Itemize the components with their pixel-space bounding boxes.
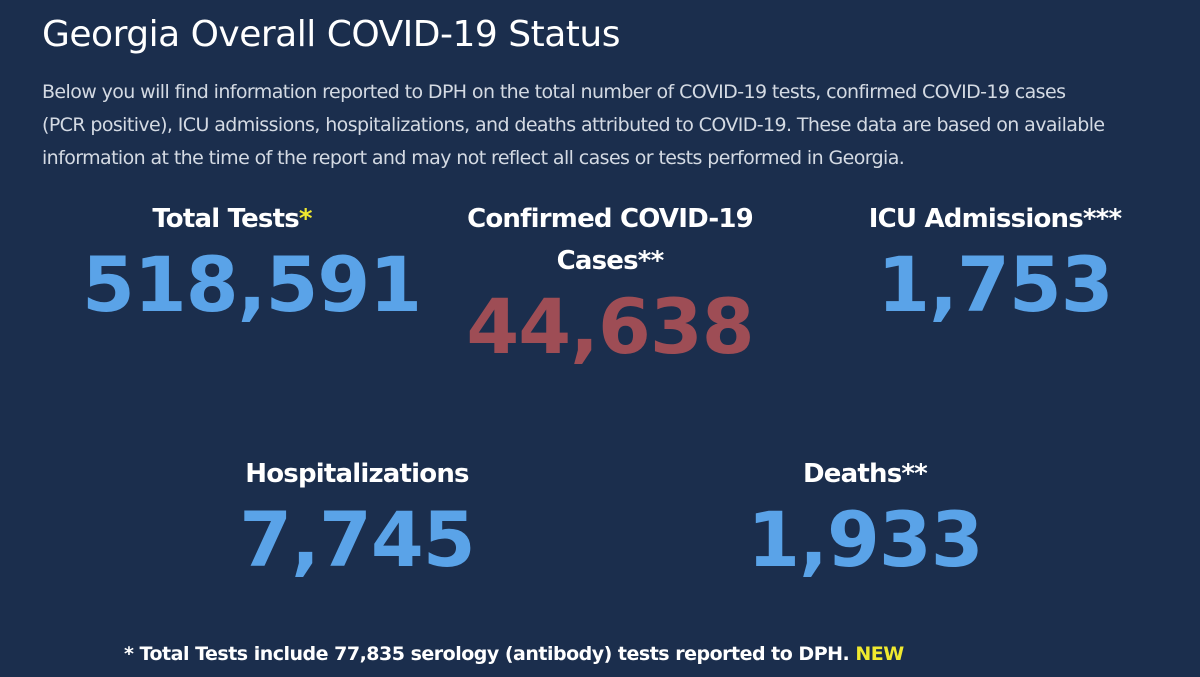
icu-admissions-label: ICU Admissions*** [868, 204, 1122, 234]
total-tests-label: Total Tests* [152, 204, 313, 234]
hospitalizations-stat: Hospitalizations 7,745 [207, 453, 507, 585]
intro-line: information at the time of the report an… [42, 147, 905, 169]
hospitalizations-value: 7,745 [239, 495, 475, 584]
footnote: * Total Tests include 77,835 serology (a… [124, 643, 904, 665]
intro-line: (PCR positive), ICU admissions, hospital… [42, 114, 1105, 136]
deaths-value: 1,933 [747, 495, 983, 584]
hospitalizations-label: Hospitalizations [245, 459, 469, 489]
total-tests-value: 518,591 [82, 240, 422, 329]
intro-line: Below you will find information reported… [42, 81, 1066, 103]
confirmed-cases-stat: Confirmed COVID-19 Cases** 44,638 [450, 198, 770, 372]
icu-admissions-value: 1,753 [877, 240, 1113, 329]
deaths-stat: Deaths** 1,933 [715, 453, 1015, 585]
total-tests-stat: Total Tests* 518,591 [82, 198, 422, 330]
intro-description: Below you will find information reported… [42, 76, 1192, 175]
confirmed-cases-label: Confirmed COVID-19 Cases** [467, 204, 754, 276]
confirmed-cases-value: 44,638 [466, 282, 754, 371]
footnote-text: * Total Tests include 77,835 serology (a… [124, 643, 850, 665]
total-tests-footnote-marker: * [298, 204, 313, 234]
page-title: Georgia Overall COVID-19 Status [42, 14, 620, 55]
new-badge: NEW [855, 643, 904, 665]
deaths-label: Deaths** [803, 459, 928, 489]
icu-admissions-stat: ICU Admissions*** 1,753 [840, 198, 1150, 330]
